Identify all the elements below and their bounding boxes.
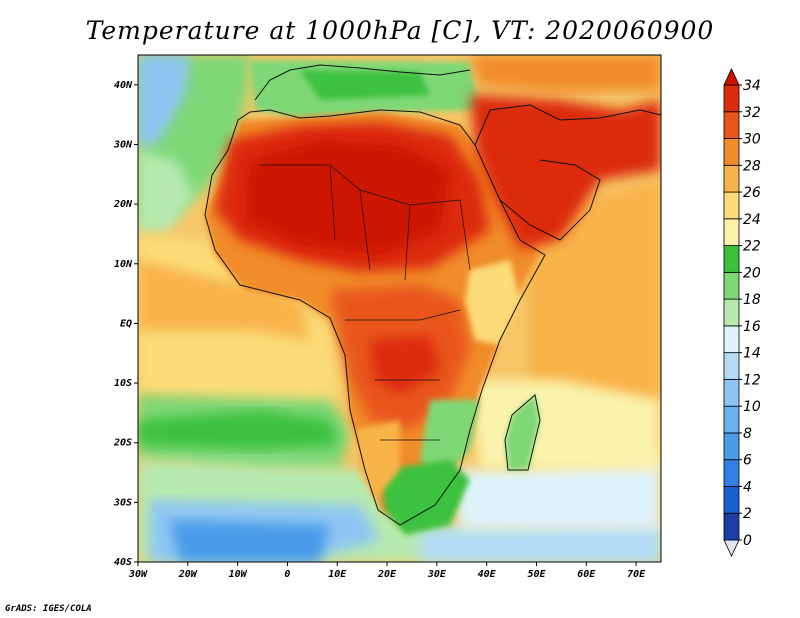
lat-tick-label: 10N — [114, 259, 133, 270]
colorbar-swatch — [723, 486, 740, 514]
colorbar-label: 18 — [743, 292, 761, 308]
lon-tick-label: 20W — [178, 569, 198, 580]
lon-tick-label: 50E — [527, 569, 546, 580]
colorbar-label: 26 — [743, 185, 761, 201]
lon-tick-label: 30E — [427, 569, 447, 580]
colorbar-swatch — [723, 352, 740, 380]
colorbar-label: 4 — [743, 479, 752, 495]
lat-axis: 40N 30N 20N 10N EQ 10S 20S 30S 40S — [113, 80, 138, 568]
colorbar-label: 6 — [743, 453, 752, 469]
colorbar-under-triangle — [723, 539, 740, 557]
lon-axis: 30W 20W 10W 0 10E 20E 30E 40E 50E 60E 70E — [128, 562, 646, 580]
colorbar-swatch — [723, 405, 740, 434]
colorbar-label: 20 — [743, 265, 761, 281]
colorbar-label: 24 — [743, 212, 761, 228]
colorbar-swatch — [723, 111, 740, 139]
lon-tick-label: 10W — [229, 569, 248, 580]
colorbar-label: 22 — [743, 239, 761, 255]
colorbar-swatch — [723, 512, 740, 541]
colorbar-swatch — [723, 325, 740, 354]
lon-tick-label: 40E — [478, 569, 497, 580]
colorbar-label: 10 — [743, 399, 761, 415]
colorbar-label: 34 — [743, 78, 761, 94]
lon-tick-label: 60E — [577, 569, 596, 580]
colorbar-label: 32 — [743, 105, 761, 121]
colorbar-label: 0 — [743, 533, 752, 549]
lat-tick-label: 40N — [114, 80, 133, 91]
colorbar-swatch — [723, 84, 740, 113]
lat-tick-label: 20S — [113, 438, 132, 449]
colorbar-swatch — [723, 164, 740, 193]
colorbar-label: 2 — [743, 506, 752, 522]
colorbar-label: 12 — [743, 372, 761, 388]
lon-tick-label: 70E — [627, 569, 646, 580]
colorbar-swatch — [723, 138, 740, 166]
credit-text: GrADS: IGES/COLA — [5, 604, 92, 614]
temperature-field — [138, 55, 661, 562]
colorbar-swatch — [723, 459, 740, 487]
colorbar-swatch — [723, 432, 740, 461]
lon-tick-label: 0 — [284, 569, 290, 580]
colorbar-swatch — [723, 379, 740, 407]
colorbar-label: 16 — [743, 319, 761, 335]
colorbar-label: 14 — [743, 346, 761, 362]
lat-tick-label: 40S — [114, 557, 132, 568]
colorbar-label: 8 — [743, 426, 752, 442]
coastlines — [204, 64, 661, 526]
lat-tick-label: 10S — [114, 378, 132, 389]
colorbar-swatch — [723, 218, 740, 246]
colorbar-swatch — [723, 271, 740, 300]
colorbar-swatch — [723, 245, 740, 273]
lat-tick-label: 20N — [113, 199, 133, 210]
lon-tick-label: 30W — [128, 569, 148, 580]
colorbar-over-triangle — [723, 68, 740, 86]
lat-tick-label: 30N — [113, 139, 133, 150]
colorbar-swatch — [723, 298, 740, 327]
lon-tick-label: 10E — [328, 569, 347, 580]
colorbar-label: 28 — [743, 158, 761, 174]
colorbar-label: 30 — [743, 132, 761, 148]
lat-tick-label: 30S — [113, 497, 132, 508]
map-title: Temperature at 1000hPa [C], VT: 20200609… — [85, 16, 715, 45]
colorbar-swatch — [723, 191, 740, 220]
lat-tick-label: EQ — [120, 318, 132, 329]
plot-frame — [137, 54, 662, 563]
lon-tick-label: 20E — [377, 569, 397, 580]
